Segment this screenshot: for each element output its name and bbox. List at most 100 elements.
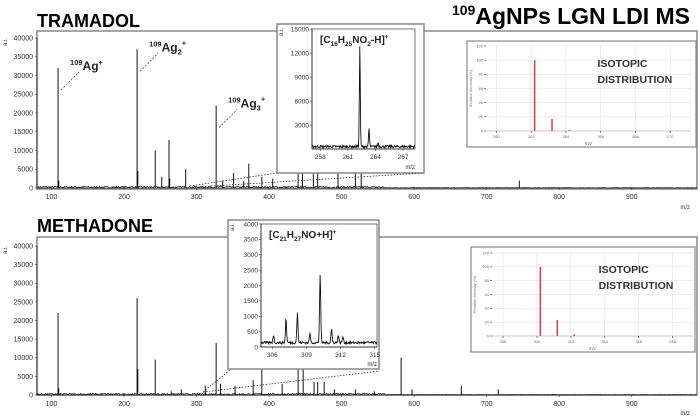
y-tick-label: 12000 <box>291 50 309 57</box>
formula-sub: 27 <box>294 236 302 243</box>
isotopic-label: ISOTOPIC <box>598 58 648 70</box>
y-tick-label: 60 <box>485 292 490 297</box>
x-tick-label: 267 <box>398 154 409 161</box>
y-tick-label: 0 <box>481 128 484 133</box>
y-tick-label: 3500 <box>244 237 259 244</box>
y-axis-label: a.i. <box>3 38 9 46</box>
methadone-isotopic-panel: 0 20 40 60 80 100 120 308 310 312 314 316 318 m/z Rela… <box>470 246 696 353</box>
x-tick-label: 318 <box>669 339 676 344</box>
y-tick-label: 80 <box>479 72 484 77</box>
x-axis-label: m/z <box>680 205 690 211</box>
y-tick-label: 1500 <box>244 298 259 305</box>
y-tick-label: 0 <box>487 333 490 338</box>
zoom-connector-line <box>195 172 425 188</box>
y-tick-label: 500 <box>247 329 258 336</box>
x-tick-label: 264 <box>370 154 381 161</box>
x-tick-label: 261 <box>342 154 353 161</box>
x-axis-label: m/z <box>585 141 593 146</box>
ion-formula: [C21H27NO+H]+ <box>269 229 337 243</box>
y-tick-label: 30000 <box>14 73 34 80</box>
annotation-sup: 109 <box>149 39 162 48</box>
y-tick-label: 80 <box>485 278 490 283</box>
isotopic-label: ISOTOPIC <box>599 264 649 276</box>
x-tick-label: 315 <box>369 352 380 359</box>
annotation-sub: 3 <box>257 104 261 113</box>
x-tick-label: 600 <box>408 194 420 201</box>
x-tick-label: 258 <box>315 154 326 161</box>
formula-sub: 25 <box>345 41 353 48</box>
formula-charge: + <box>333 229 337 236</box>
methadone-zoom-panel: 0 500 1000 1500 2000 2500 3000 3500 4000 306 309 31… <box>227 219 381 370</box>
formula-part: H <box>287 230 294 241</box>
peak-annotation: 109Ag2+ <box>149 38 187 56</box>
annotation-charge: + <box>99 58 104 67</box>
x-tick-label: 100 <box>46 401 58 408</box>
x-tick-label: 268 <box>632 134 639 139</box>
annotation-sup: 109 <box>228 96 241 105</box>
annotation-leader <box>218 109 238 128</box>
zoom-connector-line <box>189 172 278 187</box>
formula-sub: 16 <box>331 41 339 48</box>
tramadol-isotopic-panel: 0 20 40 60 80 100 120 260 262 264 266 268 270 m/z Rela… <box>466 40 697 148</box>
x-tick-label: 264 <box>563 134 570 139</box>
x-axis-label: m/z <box>680 411 690 417</box>
x-tick-label: 900 <box>626 194 638 201</box>
ion-formula: [C16H25NO2-H]+ <box>320 34 389 48</box>
x-tick-label: 700 <box>481 194 493 201</box>
x-axis-label: m/z <box>589 346 597 351</box>
x-tick-label: 600 <box>408 401 420 408</box>
x-tick-label: 314 <box>601 339 608 344</box>
y-tick-label: 3000 <box>295 122 310 129</box>
x-axis-label: m/z <box>367 362 377 368</box>
formula-part: [C <box>320 35 331 46</box>
y-tick-label: 20000 <box>14 318 34 325</box>
y-tick-label: 40 <box>485 306 490 311</box>
zoom-spectrum <box>260 274 378 346</box>
x-tick-label: 262 <box>528 134 535 139</box>
y-axis-label: Relative intensity (%) <box>468 69 473 107</box>
y-tick-label: 100 <box>476 58 483 63</box>
x-tick-label: 500 <box>336 194 348 201</box>
y-tick-label: 100 <box>482 264 489 269</box>
y-axis-label: a.i. <box>279 28 285 36</box>
x-tick-label: 800 <box>553 401 565 408</box>
tramadol-zoom-panel: 3000 6000 9000 12000 15000 258 261 264 267 m/z a.i… <box>276 23 425 174</box>
annotation-charge: + <box>261 95 266 104</box>
y-tick-label: 9000 <box>295 74 310 81</box>
x-tick-label: 300 <box>191 401 203 408</box>
zoom-connector-line <box>202 370 380 393</box>
y-tick-label: 35000 <box>14 54 34 61</box>
x-tick-label: 200 <box>118 401 130 408</box>
y-axis-label: Relative intensity (%) <box>472 275 477 313</box>
formula-sub: 21 <box>280 236 288 243</box>
y-tick-label: 60 <box>479 86 484 91</box>
annotation-leader <box>139 53 159 72</box>
annotation-sub: 2 <box>178 47 182 56</box>
x-tick-label: 310 <box>534 339 541 344</box>
y-axis-label: a.i. <box>3 246 9 254</box>
formula-part: NO <box>352 35 367 46</box>
x-tick-label: 800 <box>553 194 565 201</box>
y-tick-label: 20 <box>485 320 490 325</box>
y-tick-label: 40 <box>479 100 484 105</box>
x-tick-label: 700 <box>481 401 493 408</box>
x-axis-label: m/z <box>405 165 415 171</box>
x-tick-label: 308 <box>500 339 507 344</box>
x-tick-label: 300 <box>191 194 203 201</box>
y-tick-label: 25000 <box>14 299 34 306</box>
panel-frame <box>227 219 380 370</box>
x-tick-label: 309 <box>301 352 312 359</box>
y-tick-label: 20 <box>479 114 484 119</box>
zoom-spectrum <box>311 46 416 150</box>
y-tick-label: 5000 <box>17 167 33 174</box>
spectrum-baseline <box>37 185 697 189</box>
y-tick-label: 25000 <box>14 92 34 99</box>
x-tick-label: 306 <box>267 352 278 359</box>
annotation-charge: + <box>182 38 187 47</box>
y-tick-label: 1000 <box>244 314 259 321</box>
y-tick-label: 10000 <box>14 355 34 362</box>
spectrum-baseline <box>36 392 697 396</box>
peak-annotation: 109Ag+ <box>70 58 104 73</box>
tramadol-title: TRAMADOL <box>37 11 140 31</box>
x-tick-label: 100 <box>46 194 58 201</box>
